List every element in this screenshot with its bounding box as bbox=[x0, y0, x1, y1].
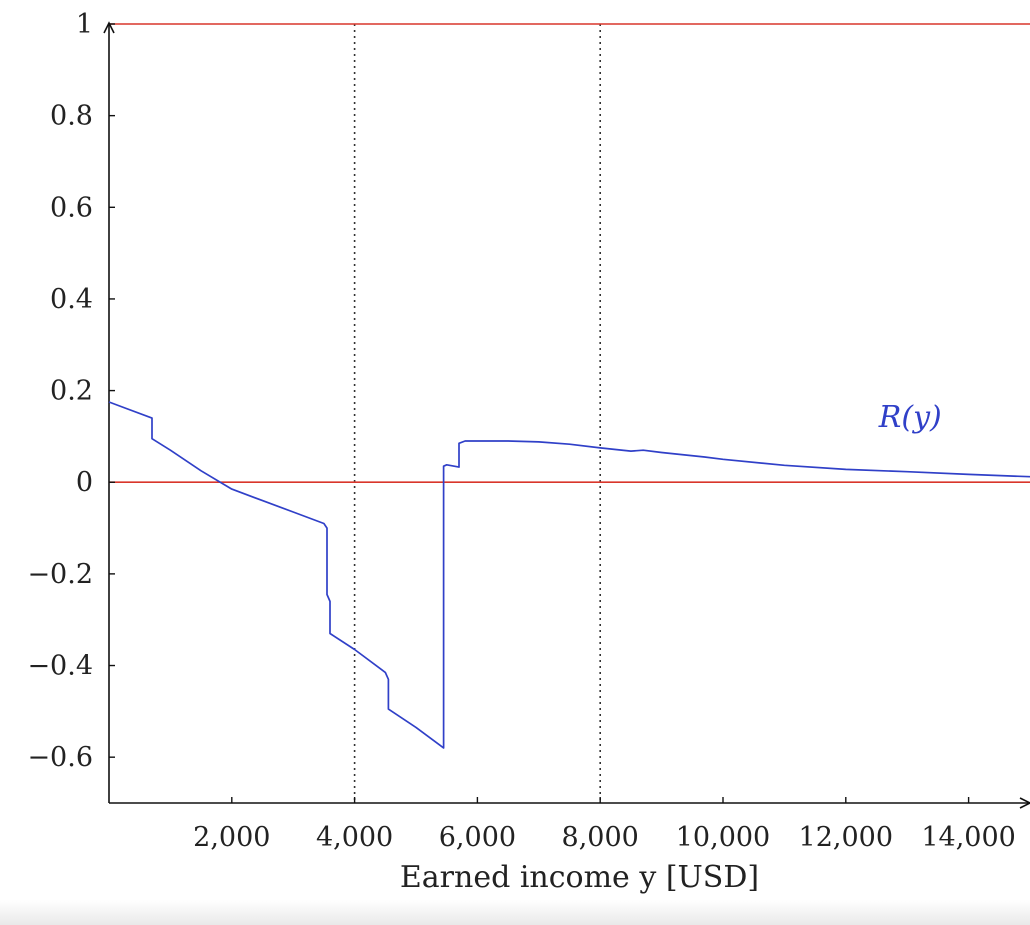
series-label: R(y) bbox=[878, 400, 942, 435]
y-tick-label: 0.6 bbox=[50, 192, 93, 223]
axes bbox=[103, 21, 1030, 809]
series-layer: R(y) bbox=[108, 400, 1030, 749]
y-ticks: 1 0.8 0.6 0.4 0.2 0 −0.2 −0.4 −0.6 bbox=[27, 9, 115, 773]
x-tick-label: 10,000 bbox=[676, 822, 770, 853]
y-tick-label: 0.4 bbox=[50, 284, 93, 315]
reference-lines bbox=[109, 23, 1030, 803]
y-tick-label: −0.6 bbox=[27, 742, 93, 773]
y-tick-label: 0 bbox=[76, 467, 93, 498]
y-tick-label: −0.2 bbox=[27, 559, 93, 590]
x-tick-label: 2,000 bbox=[193, 822, 270, 853]
x-tick-label: 4,000 bbox=[316, 822, 393, 853]
x-axis-arrow-icon bbox=[1019, 797, 1030, 809]
y-tick-label: 0.8 bbox=[50, 101, 93, 132]
x-tick-label: 8,000 bbox=[562, 822, 639, 853]
y-tick-label: 0.2 bbox=[50, 376, 93, 407]
y-axis-arrow-icon bbox=[103, 21, 115, 34]
y-tick-label: −0.4 bbox=[27, 651, 93, 682]
x-tick-label: 6,000 bbox=[439, 822, 516, 853]
x-ticks: 2,000 4,000 6,000 8,000 10,000 12,000 14,000 bbox=[193, 797, 1016, 853]
x-tick-label: 14,000 bbox=[921, 822, 1015, 853]
x-axis-title: Earned income y [USD] bbox=[400, 860, 759, 895]
x-tick-label: 12,000 bbox=[799, 822, 893, 853]
y-tick-label: 1 bbox=[76, 9, 93, 40]
series-line bbox=[108, 401, 1030, 749]
bottom-fade bbox=[0, 900, 1030, 925]
